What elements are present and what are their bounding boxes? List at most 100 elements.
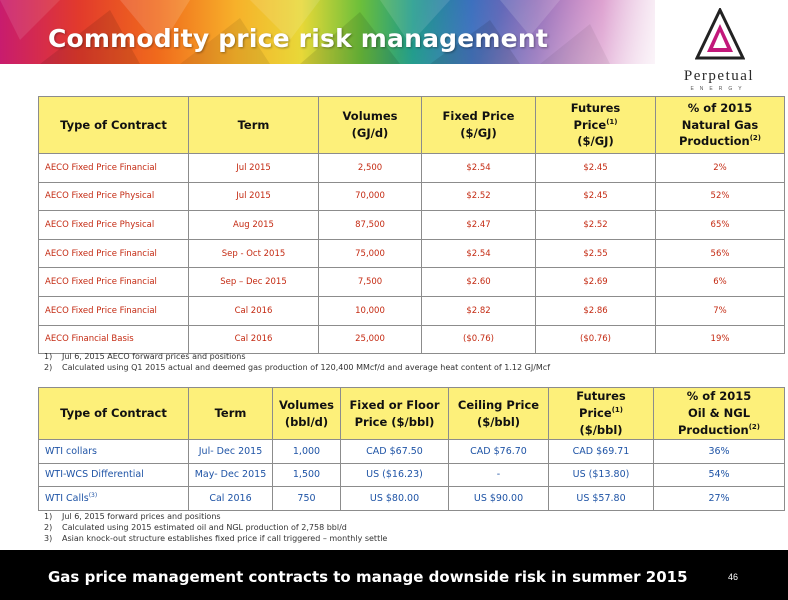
footnote-text: Calculated using Q1 2015 actual and deem… <box>62 363 551 372</box>
cell-term: Cal 2016 <box>188 324 319 355</box>
cell-term: Jul 2015 <box>188 181 319 212</box>
footnote-number: 3) <box>44 534 53 543</box>
cell-pct-production: 65% <box>655 210 785 240</box>
banner-facets-decoration <box>0 0 610 64</box>
cell-volumes: 10,000 <box>318 295 422 326</box>
cell-volumes: 70,000 <box>318 181 422 212</box>
cell-pct-production: 52% <box>655 181 785 212</box>
cell-term: Jul- Dec 2015 <box>188 439 273 464</box>
cell-term: Cal 2016 <box>188 295 319 326</box>
cell-type-of-contract: WTI-WCS Differential <box>38 462 189 487</box>
page-number: 46 <box>728 572 739 582</box>
cell-type-of-contract: WTI collars <box>38 439 189 464</box>
column-header-pct-oil-ngl-production: % of 2015 Oil & NGL Production(2) <box>653 387 785 440</box>
cell-volumes: 87,500 <box>318 210 422 240</box>
footer-takeaway: Gas price management contracts to manage… <box>48 568 688 586</box>
column-header-type-of-contract: Type of Contract <box>38 96 189 154</box>
table-row: AECO Financial Basis Cal 2016 25,000 ($0… <box>38 324 785 355</box>
logo-wordmark: Perpetual <box>683 68 755 84</box>
cell-ceiling-price: - <box>448 462 549 487</box>
column-header-futures-price: Futures Price(1) ($/bbl) <box>548 387 654 440</box>
footnote-marker: (3) <box>88 491 98 499</box>
header-banner: Commodity price risk management <box>0 0 655 64</box>
column-header-volumes: Volumes (GJ/d) <box>318 96 422 154</box>
cell-type-of-contract: AECO Fixed Price Physical <box>38 210 189 240</box>
cell-fixed-or-floor-price: CAD $67.50 <box>340 439 449 464</box>
cell-pct-production: 2% <box>655 153 785 183</box>
cell-type-of-contract: WTI Calls(3) <box>38 486 189 511</box>
cell-pct-production: 54% <box>653 462 785 487</box>
logo-subtitle: ENERGY <box>690 86 748 92</box>
cell-ceiling-price: US $90.00 <box>448 486 549 511</box>
column-header-type-of-contract: Type of Contract <box>38 387 189 440</box>
footnote-text: Asian knock-out structure establishes fi… <box>62 534 388 543</box>
cell-futures-price: $2.45 <box>535 153 656 183</box>
column-header-term: Term <box>188 96 319 154</box>
cell-type-of-contract: AECO Fixed Price Financial <box>38 295 189 326</box>
cell-fixed-price: ($0.76) <box>421 324 536 355</box>
cell-term: Aug 2015 <box>188 210 319 240</box>
cell-type-of-contract: AECO Fixed Price Financial <box>38 238 189 269</box>
column-header-term: Term <box>188 387 273 440</box>
cell-term: Cal 2016 <box>188 486 273 511</box>
footnote-text: Jul 6, 2015 forward prices and positions <box>62 512 221 521</box>
oil-table-footnotes: 1) Jul 6, 2015 forward prices and positi… <box>44 511 387 544</box>
table-row: WTI Calls(3) Cal 2016 750 US $80.00 US $… <box>38 486 785 511</box>
cell-pct-production: 6% <box>655 267 785 297</box>
cell-volumes: 2,500 <box>318 153 422 183</box>
cell-futures-price: $2.69 <box>535 267 656 297</box>
cell-pct-production: 19% <box>655 324 785 355</box>
cell-term: Sep - Oct 2015 <box>188 238 319 269</box>
cell-futures-price: $2.45 <box>535 181 656 212</box>
company-logo: Perpetual ENERGY <box>655 6 783 94</box>
cell-futures-price: US $57.80 <box>548 486 654 511</box>
cell-futures-price: US ($13.80) <box>548 462 654 487</box>
cell-term: Sep – Dec 2015 <box>188 267 319 297</box>
cell-fixed-price: $2.60 <box>421 267 536 297</box>
footnote-number: 2) <box>44 523 53 532</box>
cell-volumes: 25,000 <box>318 324 422 355</box>
footnote-text: Calculated using 2015 estimated oil and … <box>62 523 347 532</box>
cell-fixed-price: $2.47 <box>421 210 536 240</box>
table-row: AECO Fixed Price Physical Jul 2015 70,00… <box>38 181 785 212</box>
cell-term: Jul 2015 <box>188 153 319 183</box>
cell-futures-price: $2.55 <box>535 238 656 269</box>
footnote: 1) Jul 6, 2015 AECO forward prices and p… <box>44 351 550 362</box>
cell-type-of-contract: AECO Fixed Price Physical <box>38 181 189 212</box>
cell-volumes: 750 <box>272 486 341 511</box>
footnote: 3) Asian knock-out structure establishes… <box>44 533 387 544</box>
cell-pct-production: 36% <box>653 439 785 464</box>
cell-fixed-price: $2.52 <box>421 181 536 212</box>
cell-fixed-price: $2.54 <box>421 238 536 269</box>
footnote: 2) Calculated using 2015 estimated oil a… <box>44 522 387 533</box>
footnote-number: 1) <box>44 352 53 361</box>
footnote-number: 2) <box>44 363 53 372</box>
gas-table-footnotes: 1) Jul 6, 2015 AECO forward prices and p… <box>44 351 550 373</box>
cell-type-of-contract: AECO Fixed Price Financial <box>38 153 189 183</box>
footnote-number: 1) <box>44 512 53 521</box>
cell-volumes: 7,500 <box>318 267 422 297</box>
table-row: AECO Fixed Price Financial Sep - Oct 201… <box>38 238 785 269</box>
natural-gas-contracts-table: Type of Contract Term Volumes (GJ/d) Fixe… <box>38 96 785 355</box>
cell-fixed-or-floor-price: US ($16.23) <box>340 462 449 487</box>
table-row: WTI-WCS Differential May- Dec 2015 1,500… <box>38 462 785 487</box>
perpetual-triangle-logo-icon <box>695 8 745 60</box>
column-header-fixed-price: Fixed Price ($/GJ) <box>421 96 536 154</box>
table-row: WTI collars Jul- Dec 2015 1,000 CAD $67.… <box>38 439 785 464</box>
table-row: AECO Fixed Price Financial Cal 2016 10,0… <box>38 295 785 326</box>
cell-futures-price: ($0.76) <box>535 324 656 355</box>
cell-futures-price: CAD $69.71 <box>548 439 654 464</box>
cell-type-of-contract: AECO Fixed Price Financial <box>38 267 189 297</box>
cell-fixed-price: $2.54 <box>421 153 536 183</box>
footnote-text: Jul 6, 2015 AECO forward prices and posi… <box>62 352 246 361</box>
cell-volumes: 75,000 <box>318 238 422 269</box>
cell-term: May- Dec 2015 <box>188 462 273 487</box>
footnote: 2) Calculated using Q1 2015 actual and d… <box>44 362 550 373</box>
oil-ngl-contracts-table: Type of Contract Term Volumes (bbl/d) Fix… <box>38 387 785 511</box>
cell-futures-price: $2.52 <box>535 210 656 240</box>
cell-pct-production: 27% <box>653 486 785 511</box>
footer-bar: Gas price management contracts to manage… <box>0 550 788 600</box>
cell-fixed-price: $2.82 <box>421 295 536 326</box>
table-row: AECO Fixed Price Physical Aug 2015 87,50… <box>38 210 785 240</box>
cell-type-of-contract: AECO Financial Basis <box>38 324 189 355</box>
